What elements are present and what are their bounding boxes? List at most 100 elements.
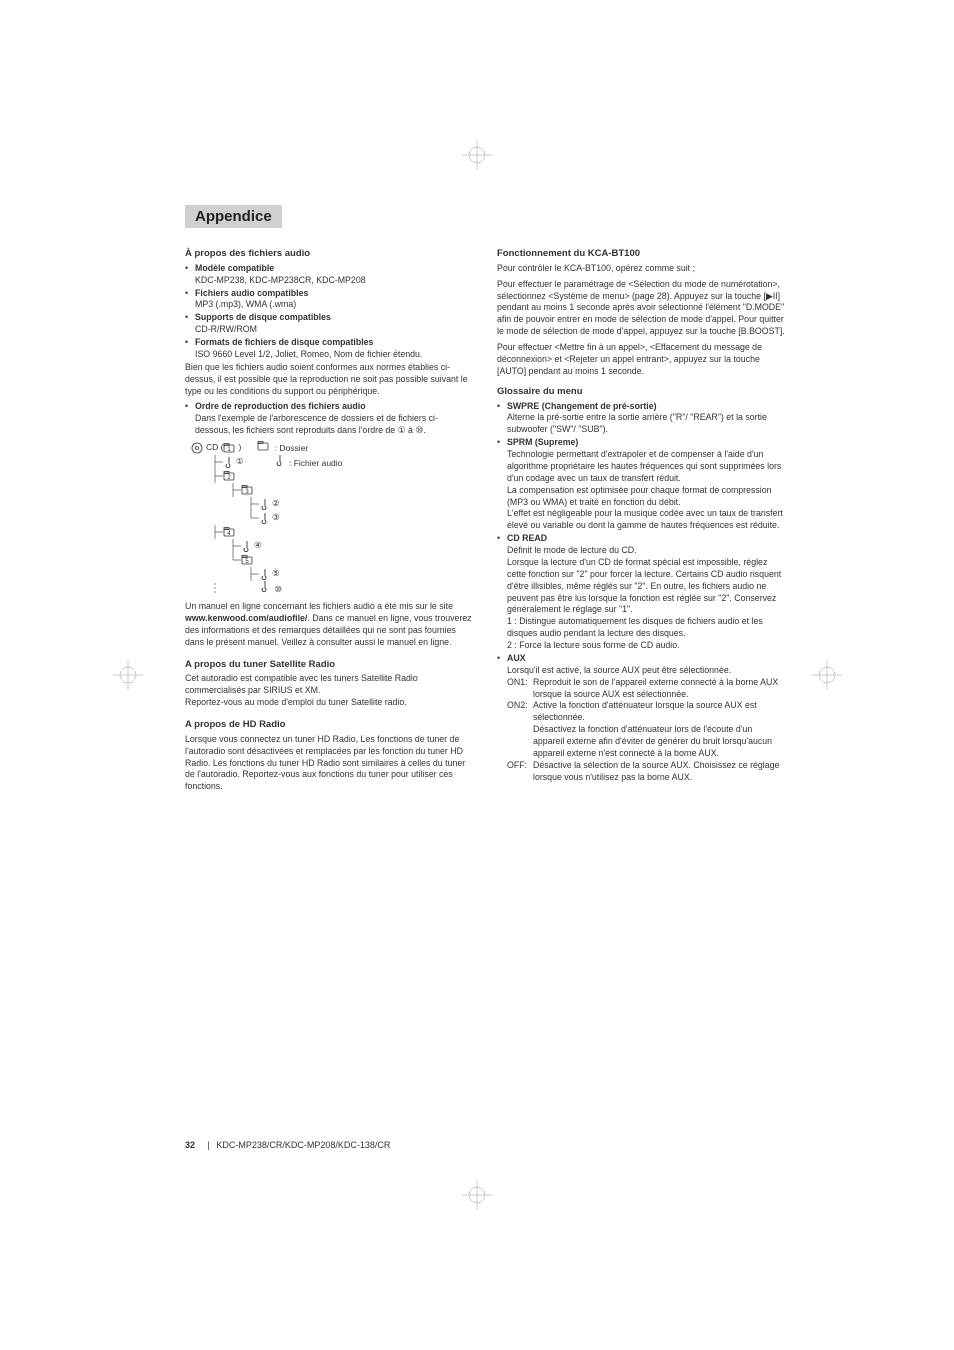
folder-icon: 3 — [241, 485, 253, 495]
right-column: Fonctionnement du KCA-BT100 Pour contrôl… — [497, 242, 785, 793]
heading-glossary: Glossaire du menu — [497, 386, 785, 399]
heading-kca-bt100: Fonctionnement du KCA-BT100 — [497, 248, 785, 261]
left-column: À propos des fichiers audio • Modèle com… — [185, 242, 473, 793]
paragraph-online-manual: Un manuel en ligne concernant les fichie… — [185, 601, 473, 649]
tree-num-2: ② — [272, 498, 280, 509]
music-note-icon — [274, 454, 284, 466]
page-footer: 32 | KDC-MP238/CR/KDC-MP208/KDC-138/CR — [185, 1140, 390, 1150]
folder-tree-diagram: CD ( 1 ) : Dossier ① : Fichier audio — [191, 441, 473, 595]
bullet-label: Fichiers audio compatibles — [195, 288, 473, 300]
tree-line-icon — [231, 483, 241, 497]
key-on2: ON2: — [507, 700, 533, 759]
tree-num-5: ⑤ — [272, 568, 280, 579]
tree-cd-label2: ) — [238, 442, 241, 453]
cd-icon — [191, 442, 203, 454]
bullet-dot: • — [497, 653, 507, 784]
bullet-dot: • — [185, 401, 195, 437]
folder-icon: 4 — [223, 527, 235, 537]
crop-mark-left — [113, 660, 143, 690]
bullet-dot: • — [185, 288, 195, 312]
aux-on2: ON2: Active la fonction d'atténuateur lo… — [507, 700, 785, 759]
bullet-label: Modèle compatible — [195, 263, 473, 275]
bullet-swpre: • SWPRE (Changement de pré-sortie) Alter… — [497, 401, 785, 437]
footer-separator: | — [208, 1140, 210, 1150]
option-2: 2 : Force la lecture sous forme de CD au… — [507, 640, 785, 652]
paragraph-kca-1: Pour contrôler le KCA-BT100, opérez comm… — [497, 263, 785, 275]
bullet-label: Supports de disque compatibles — [195, 312, 473, 324]
val-off: Désactive la sélection de la source AUX.… — [533, 760, 785, 784]
bullet-dot: • — [185, 312, 195, 336]
footer-model: KDC-MP238/CR/KDC-MP208/KDC-138/CR — [216, 1140, 390, 1150]
bullet-disc-support: • Supports de disque compatibles CD-R/RW… — [185, 312, 473, 336]
tree-num-1: ① — [236, 456, 244, 467]
key-off: OFF: — [507, 760, 533, 784]
bullet-dot: • — [497, 437, 507, 532]
title-bar: Appendice — [185, 205, 282, 228]
bullet-dot: • — [185, 337, 195, 361]
option-1: 1 : Distingue automatiquement les disque… — [507, 616, 785, 640]
columns: À propos des fichiers audio • Modèle com… — [185, 242, 785, 793]
bullet-text: L'effet est négligeable pour la musique … — [507, 508, 785, 532]
music-note-icon — [223, 456, 233, 468]
bullet-label: SWPRE (Changement de pré-sortie) — [507, 401, 785, 413]
paragraph-satellite-b: Reportez-vous au mode d'emploi du tuner … — [185, 697, 473, 709]
legend-file-text: : Fichier audio — [289, 458, 342, 468]
bullet-playback-order: • Ordre de reproduction des fichiers aud… — [185, 401, 473, 437]
bullet-dot: • — [497, 401, 507, 437]
text-span: Un manuel en ligne concernant les fichie… — [185, 601, 453, 611]
crop-mark-right — [812, 660, 842, 690]
bullet-text: Lorsqu'il est activé, la source AUX peut… — [507, 665, 785, 677]
tree-cd-label: CD ( — [206, 442, 223, 453]
aux-on1: ON1: Reproduit le son de l'appareil exte… — [507, 677, 785, 701]
audiofile-link[interactable]: www.kenwood.com/audiofile/ — [185, 613, 307, 623]
bullet-text: CD-R/RW/ROM — [195, 324, 473, 336]
bullet-text: Dans l'exemple de l'arborescence de doss… — [195, 413, 473, 437]
key-on1: ON1: — [507, 677, 533, 701]
paragraph-kca-3: Pour effectuer <Mettre fin à un appel>, … — [497, 342, 785, 378]
tree-line-icon — [249, 567, 259, 581]
music-note-icon — [259, 568, 269, 580]
tree-placeholder: ⑩ — [259, 580, 282, 595]
bullet-cdread: • CD READ Définit le mode de lecture du … — [497, 533, 785, 652]
bullet-dot: • — [497, 533, 507, 652]
bullet-model: • Modèle compatible KDC-MP238, KDC-MP238… — [185, 263, 473, 287]
bullet-text: La compensation est optimisée pour chaqu… — [507, 485, 785, 509]
paragraph-conformity: Bien que les fichiers audio soient confo… — [185, 362, 473, 398]
page-title: Appendice — [195, 208, 272, 225]
paragraph-satellite: Cet autoradio est compatible avec les tu… — [185, 673, 473, 697]
tree-line-icon — [249, 511, 259, 525]
folder-icon: 1 — [223, 443, 235, 453]
bullet-text: Technologie permettant d'extrapoler et d… — [507, 449, 785, 485]
tree-line-icon — [213, 469, 223, 483]
legend-folder: : Dossier — [257, 441, 308, 454]
bullet-text: ISO 9660 Level 1/2, Joliet, Romeo, Nom d… — [195, 349, 473, 361]
bullet-label: AUX — [507, 653, 785, 665]
tree-line-icon — [213, 525, 223, 539]
bullet-file-formats: • Formats de fichiers de disque compatib… — [185, 337, 473, 361]
bullet-label: Formats de fichiers de disque compatible… — [195, 337, 473, 349]
page-content: Appendice À propos des fichiers audio • … — [185, 205, 785, 793]
tree-num-3: ③ — [272, 512, 280, 523]
music-note-icon — [259, 580, 269, 592]
legend-file: : Fichier audio — [274, 454, 343, 469]
folder-icon — [257, 441, 269, 451]
tree-line-icon — [213, 455, 223, 469]
folder-icon: 2 — [223, 471, 235, 481]
bullet-text: Lorsque la lecture d'un CD de format spé… — [507, 557, 785, 616]
tree-line-icon — [249, 497, 259, 511]
tree-line-icon — [231, 539, 241, 553]
paragraph-kca-2: Pour effectuer le paramétrage de <Sélect… — [497, 279, 785, 338]
tree-num-4: ④ — [254, 540, 262, 551]
bullet-label: Ordre de reproduction des fichiers audio — [195, 401, 473, 413]
bullet-label: SPRM (Supreme) — [507, 437, 785, 449]
tree-num-10: ⑩ — [274, 584, 282, 594]
tree-line-icon — [231, 553, 241, 567]
legend-folder-text: : Dossier — [275, 443, 309, 453]
bullet-dot: • — [185, 263, 195, 287]
paragraph-hd-radio: Lorsque vous connectez un tuner HD Radio… — [185, 734, 473, 793]
music-note-icon — [259, 498, 269, 510]
bullet-text: KDC-MP238, KDC-MP238CR, KDC-MP208 — [195, 275, 473, 287]
bullet-text: Définit le mode de lecture du CD. — [507, 545, 785, 557]
page-number: 32 — [185, 1140, 195, 1150]
val-on2a: Active la fonction d'atténuateur lorsque… — [533, 700, 785, 724]
